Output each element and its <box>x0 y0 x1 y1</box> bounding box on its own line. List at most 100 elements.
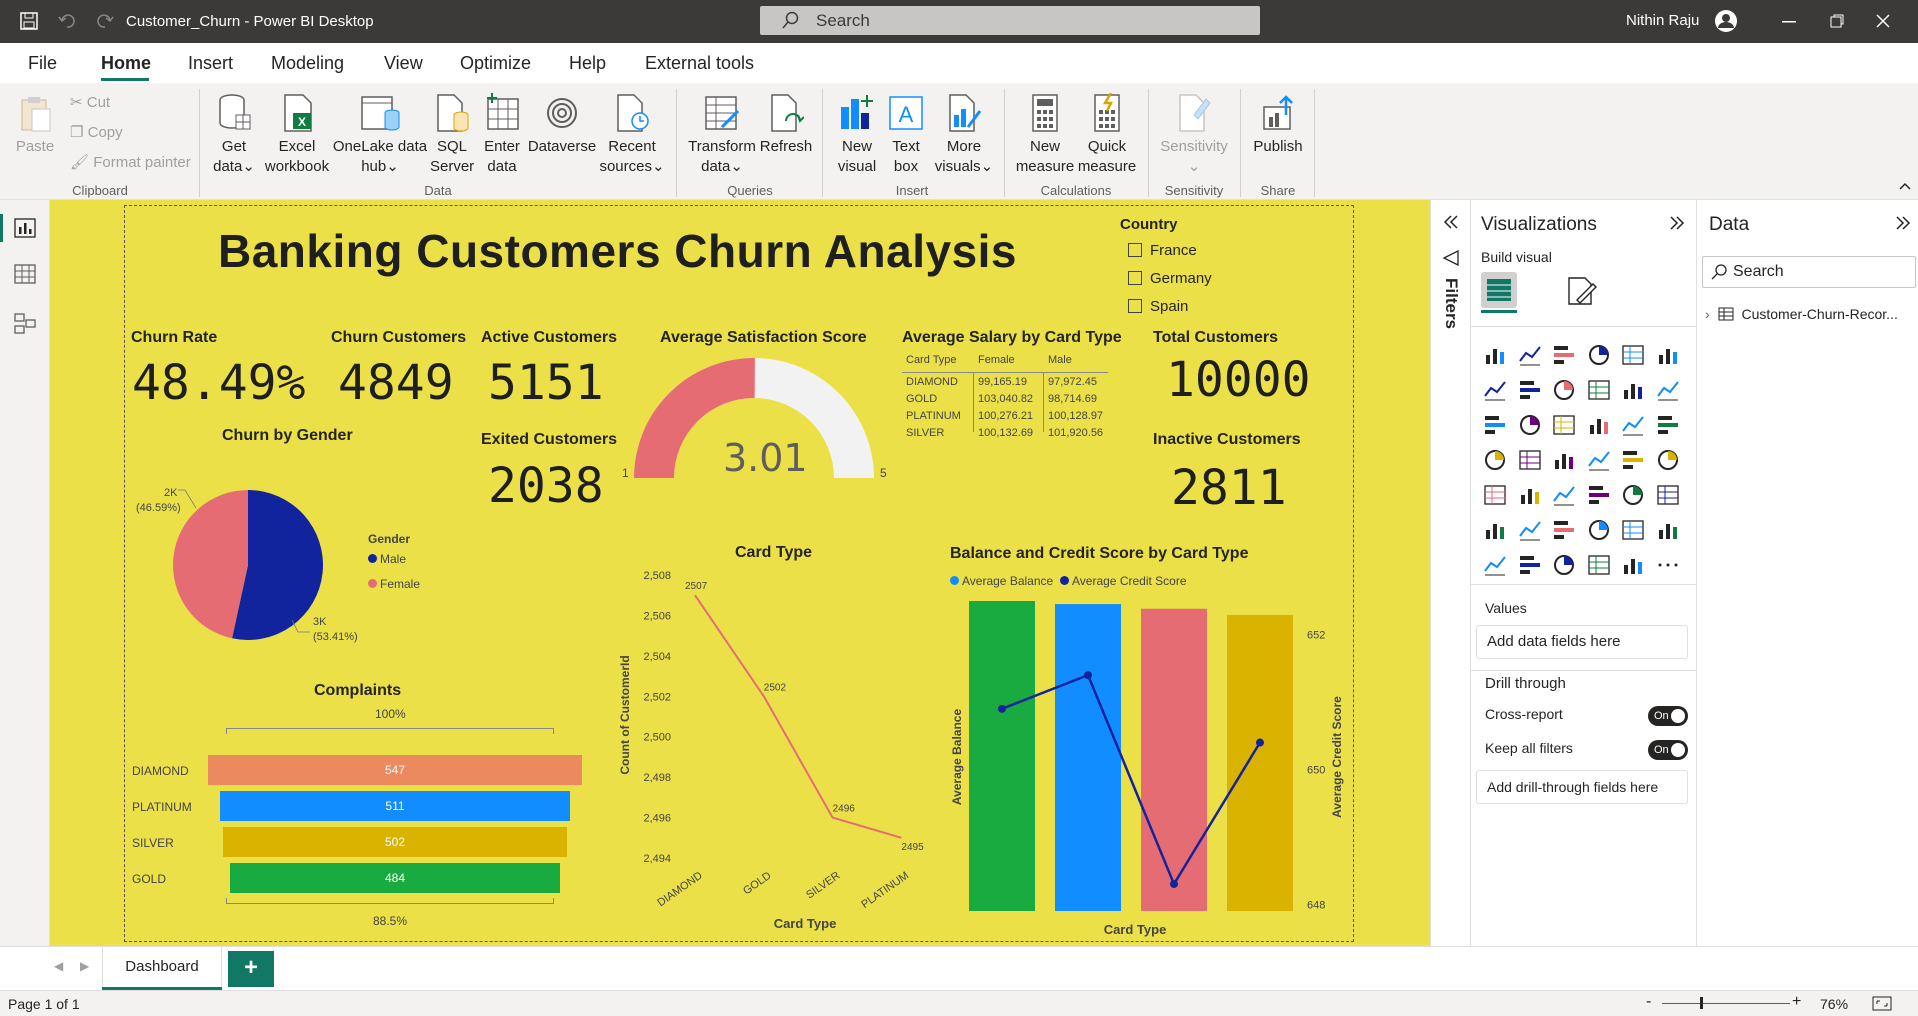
visual-type-icon[interactable] <box>1552 448 1578 474</box>
sql-server-button[interactable]: SQL Server <box>430 93 474 177</box>
menu-help[interactable]: Help <box>569 53 607 73</box>
visual-type-icon[interactable] <box>1518 518 1544 544</box>
funnel-bar-diamond[interactable]: 547 <box>208 755 582 785</box>
menu-modeling[interactable]: Modeling <box>271 53 345 73</box>
visual-type-icon[interactable] <box>1518 413 1544 439</box>
avatar[interactable] <box>1714 9 1738 33</box>
visual-type-icon[interactable] <box>1552 518 1578 544</box>
expand-filters-icon[interactable] <box>1443 215 1459 229</box>
top-search-box[interactable]: Search <box>760 6 1260 35</box>
data-search-box[interactable]: Search <box>1702 256 1916 288</box>
dataverse-button[interactable]: Dataverse <box>526 93 598 157</box>
quick-measure-button[interactable]: Quick measure <box>1074 93 1140 177</box>
visual-type-icon[interactable] <box>1518 343 1544 369</box>
visual-type-icon[interactable] <box>1518 553 1544 579</box>
minimize-icon[interactable] <box>1782 21 1796 23</box>
add-page-button[interactable]: + <box>228 951 274 987</box>
get-data-button[interactable]: Get data⌄ <box>208 93 260 177</box>
visual-type-icon[interactable] <box>1656 483 1682 509</box>
visual-type-icon[interactable] <box>1518 483 1544 509</box>
drill-through-drop-zone[interactable]: Add drill-through fields here <box>1476 770 1688 804</box>
visual-type-icon[interactable] <box>1552 343 1578 369</box>
visual-type-icon[interactable] <box>1483 343 1509 369</box>
onelake-hub-button[interactable]: OneLake data hub⌄ <box>332 93 428 177</box>
transform-data-button[interactable]: Transform data⌄ <box>684 93 760 177</box>
visual-type-icon[interactable] <box>1483 553 1509 579</box>
visual-type-icon[interactable] <box>1483 448 1509 474</box>
visual-type-icon[interactable] <box>1518 378 1544 404</box>
refresh-button[interactable]: Refresh <box>758 93 814 157</box>
visual-type-icon[interactable] <box>1552 378 1578 404</box>
excel-workbook-button[interactable]: X Excel workbook <box>262 93 332 177</box>
visual-type-icon[interactable] <box>1621 518 1647 544</box>
menu-file[interactable]: File <box>28 53 58 73</box>
format-painter-button[interactable]: 🖌 Format painter <box>70 154 191 171</box>
collapse-ribbon-icon[interactable] <box>1898 181 1912 191</box>
visual-type-icon[interactable] <box>1587 413 1613 439</box>
card-type-line-chart[interactable]: 2,508 2,506 2,504 2,502 2,500 2,498 2,496 2,494… <box>615 565 925 935</box>
visual-type-icon[interactable] <box>1587 553 1613 579</box>
visual-type-icon[interactable] <box>1587 343 1613 369</box>
new-measure-button[interactable]: New measure <box>1012 93 1078 177</box>
visual-type-icon[interactable] <box>1621 378 1647 404</box>
checkbox[interactable] <box>1128 271 1142 285</box>
visual-type-icon[interactable] <box>1656 518 1682 544</box>
sensitivity-button[interactable]: Sensitivity ⌄ <box>1152 93 1236 177</box>
close-icon[interactable] <box>1876 14 1890 28</box>
build-visual-tab[interactable] <box>1481 272 1517 308</box>
visual-type-icon[interactable] <box>1552 483 1578 509</box>
visual-type-icon[interactable] <box>1621 448 1647 474</box>
chevron-right-icon[interactable]: › <box>1705 306 1710 322</box>
collapse-data-icon[interactable] <box>1895 216 1911 230</box>
zoom-in-icon[interactable]: + <box>1792 993 1802 1010</box>
menu-view[interactable]: View <box>384 53 423 73</box>
scroll-left-icon[interactable]: ◀ <box>54 959 64 973</box>
visual-type-icon[interactable] <box>1587 448 1613 474</box>
visual-type-icon[interactable] <box>1621 483 1647 509</box>
cross-report-toggle[interactable]: On <box>1648 706 1688 726</box>
collapse-visualizations-icon[interactable] <box>1669 216 1685 230</box>
visual-type-icon[interactable] <box>1621 553 1647 579</box>
menu-insert[interactable]: Insert <box>188 53 234 73</box>
zoom-out-icon[interactable]: - <box>1646 993 1652 1010</box>
visual-type-icon[interactable] <box>1656 378 1682 404</box>
fit-to-page-icon[interactable] <box>1872 996 1892 1011</box>
visual-type-icon[interactable] <box>1552 553 1578 579</box>
report-view-icon[interactable] <box>14 218 36 238</box>
page-tab-dashboard[interactable]: Dashboard <box>102 947 222 990</box>
funnel-bar-silver[interactable]: 502 <box>223 827 567 857</box>
visual-type-icon[interactable] <box>1587 483 1613 509</box>
restore-icon[interactable] <box>1830 14 1844 28</box>
country-slicer[interactable]: Country France Germany Spain <box>1118 216 1288 321</box>
visual-type-icon[interactable] <box>1483 413 1509 439</box>
scroll-right-icon[interactable]: ▶ <box>80 959 90 973</box>
publish-button[interactable]: Publish <box>1248 93 1308 157</box>
values-drop-zone[interactable]: Add data fields here <box>1476 625 1688 659</box>
zoom-slider-thumb[interactable] <box>1700 997 1703 1009</box>
balance-credit-combo-chart[interactable]: 652 650 648 Card Type Average Balance Average… <box>945 595 1345 940</box>
visual-type-icon[interactable] <box>1656 413 1682 439</box>
menu-external-tools[interactable]: External tools <box>645 53 755 73</box>
zoom-slider-track[interactable] <box>1662 1003 1790 1004</box>
visual-type-icon[interactable] <box>1483 518 1509 544</box>
funnel-bar-platinum[interactable]: 511 <box>220 791 570 821</box>
complaints-funnel[interactable]: DIAMOND 547 PLATINUM 511 SILVER 502 GOLD 484 <box>130 748 600 898</box>
save-icon[interactable] <box>20 12 38 30</box>
gender-pie-chart[interactable] <box>130 470 360 650</box>
copy-button[interactable]: ❐ Copy <box>70 124 123 141</box>
paste-button[interactable]: Paste <box>12 95 58 157</box>
visual-type-icon[interactable] <box>1621 413 1647 439</box>
visual-type-icon[interactable] <box>1483 378 1509 404</box>
visual-type-icon[interactable] <box>1483 483 1509 509</box>
enter-data-button[interactable]: Enter data <box>480 93 524 177</box>
more-visuals-icon[interactable] <box>1656 553 1682 579</box>
checkbox[interactable] <box>1128 243 1142 257</box>
more-visuals-button[interactable]: More visuals⌄ <box>934 93 994 177</box>
slicer-item-spain[interactable]: Spain <box>1128 298 1188 315</box>
table-view-icon[interactable] <box>14 264 36 284</box>
visual-type-icon[interactable] <box>1621 343 1647 369</box>
undo-icon[interactable] <box>58 12 76 30</box>
model-view-icon[interactable] <box>14 312 36 334</box>
filters-pane[interactable]: Filters <box>1430 200 1470 990</box>
visual-type-icon[interactable] <box>1552 413 1578 439</box>
